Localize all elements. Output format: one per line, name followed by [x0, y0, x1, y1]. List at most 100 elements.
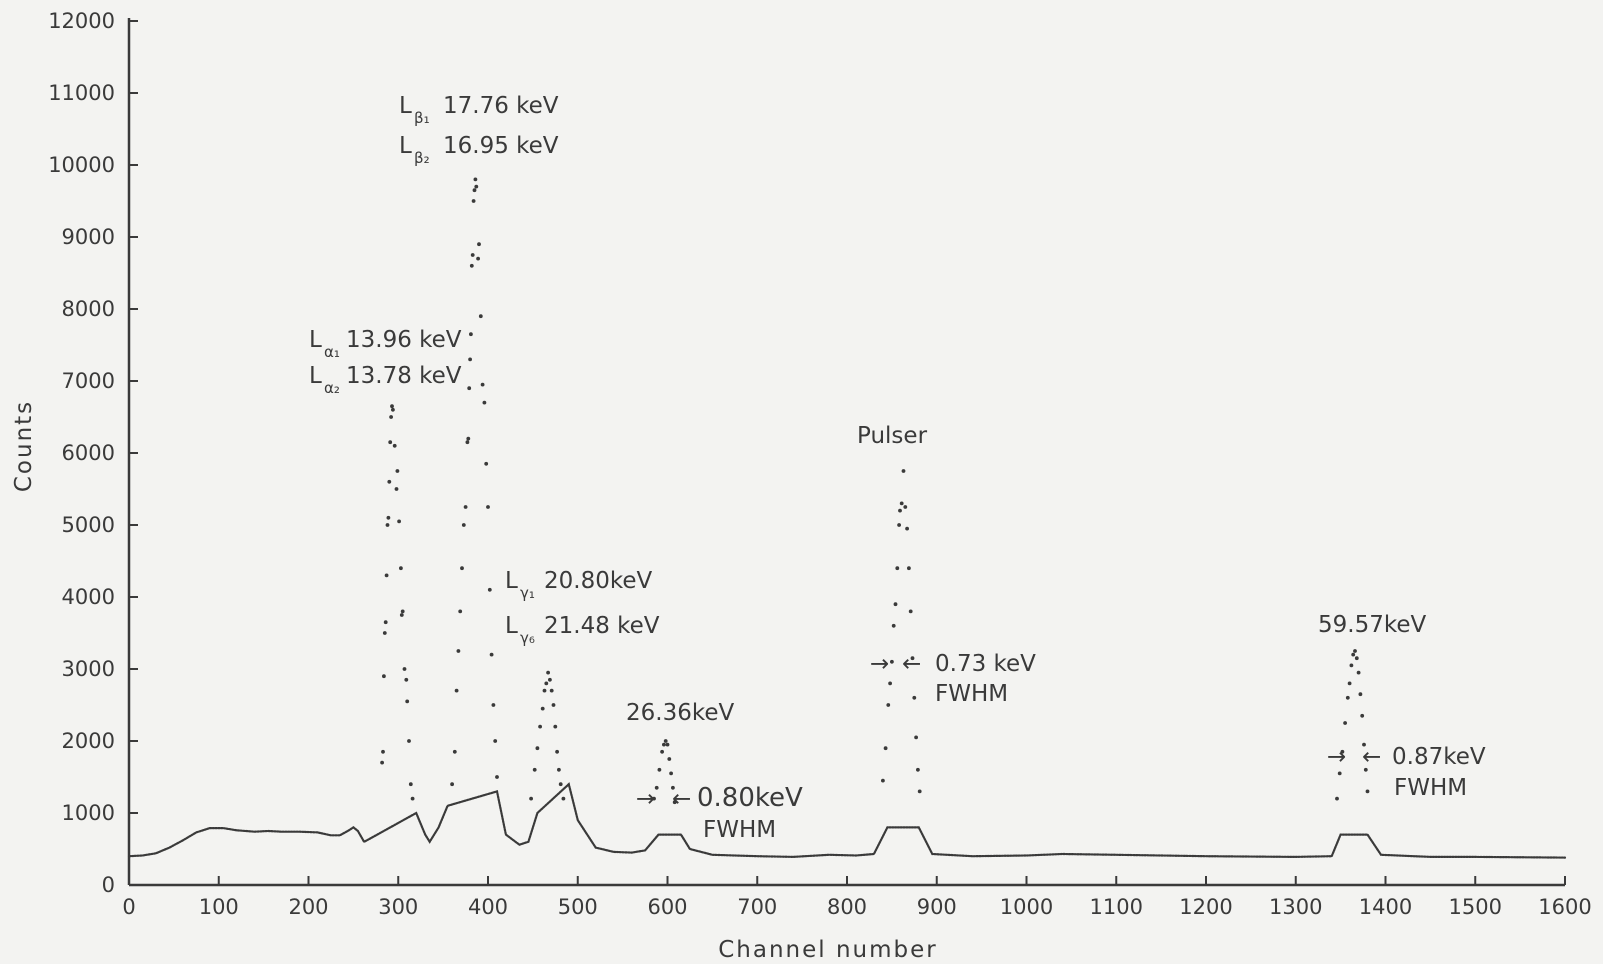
data-point [901, 469, 906, 473]
annotation-fwhm-073: 0.73 keV [935, 651, 1036, 677]
data-point [898, 508, 902, 513]
data-point [387, 479, 392, 484]
data-point [476, 256, 480, 261]
x-tick-label: 600 [647, 895, 687, 919]
data-point [382, 674, 386, 679]
data-point [407, 739, 411, 743]
x-axis-title: Channel number [718, 937, 938, 963]
data-point [467, 386, 472, 391]
data-point [1340, 749, 1345, 754]
y-axis-ticks: 0 1000 2000 3000 4000 5000 6000 7000 8000 9000 110… [48, 9, 138, 897]
y-tick-label: 7000 [62, 369, 115, 393]
data-point [389, 415, 393, 419]
data-point [671, 785, 675, 790]
spectrum-points [380, 177, 1370, 805]
data-point [667, 757, 672, 761]
data-point [1335, 796, 1339, 801]
data-point [917, 789, 922, 794]
y-tick-label: 3000 [62, 657, 115, 681]
data-point [395, 469, 400, 473]
x-tick-label: 300 [378, 895, 418, 919]
data-point [883, 746, 888, 751]
data-point [465, 440, 470, 445]
data-point [399, 613, 404, 617]
annotation-lbeta1: L β₁ 17.76 keV [399, 93, 559, 127]
svg-text:13.78 keV: 13.78 keV [346, 363, 462, 389]
data-point [460, 566, 464, 571]
x-tick-label: 500 [558, 895, 598, 919]
data-point [482, 400, 487, 405]
svg-text:L: L [309, 363, 322, 389]
data-point [1362, 742, 1366, 747]
data-point [888, 681, 892, 686]
data-point [384, 573, 389, 578]
fwhm-arrow-right-pulser: ← [902, 651, 921, 677]
fwhm-arrow-left-26: → [636, 786, 655, 812]
data-point [390, 404, 394, 409]
data-point [400, 609, 405, 614]
data-point [480, 382, 485, 387]
fwhm-arrow-left-59: → [1327, 744, 1346, 770]
data-point [1345, 695, 1350, 700]
data-point [405, 699, 410, 704]
y-tick-label: 0 [102, 873, 115, 897]
svg-text:L: L [399, 93, 412, 119]
data-point [493, 739, 498, 743]
x-tick-label: 800 [827, 895, 867, 919]
data-point [385, 523, 390, 527]
data-point [665, 742, 670, 747]
data-point [382, 631, 387, 635]
data-point [495, 775, 499, 779]
x-tick-label: 1400 [1359, 895, 1412, 919]
data-point [549, 688, 554, 693]
data-point [484, 461, 489, 466]
x-tick-label: 400 [468, 895, 508, 919]
data-point [916, 767, 920, 772]
data-point [660, 749, 664, 754]
data-point [394, 487, 399, 491]
annotation-lgamma6: L γ₆ 21.48 keV [505, 613, 660, 647]
data-point [538, 724, 542, 729]
data-point [1347, 681, 1352, 686]
data-point [474, 184, 479, 189]
y-tick-label: 12000 [48, 9, 115, 33]
data-point [652, 796, 656, 801]
data-point [546, 670, 550, 675]
x-axis-ticks: 0 100 200 300 400 500 600 700 800 900 1000 1100 1200… [122, 876, 1592, 919]
annotation-fwhm-080-label: FWHM [703, 817, 776, 843]
y-tick-label: 10000 [48, 153, 115, 177]
data-point [907, 566, 911, 571]
data-point [383, 620, 388, 625]
data-point [487, 587, 492, 592]
y-tick-label: 4000 [62, 585, 115, 609]
annotation-fwhm-087-label: FWHM [1394, 775, 1467, 801]
data-point [408, 782, 413, 787]
data-point [895, 566, 900, 571]
data-point [456, 649, 461, 653]
data-point [468, 357, 472, 362]
x-tick-label: 200 [288, 895, 328, 919]
data-point [1358, 692, 1363, 697]
data-point [672, 800, 677, 805]
data-point [1351, 652, 1356, 657]
y-tick-label: 6000 [62, 441, 115, 465]
svg-text:β₁: β₁ [414, 109, 430, 127]
x-tick-label: 1200 [1179, 895, 1232, 919]
data-point [561, 796, 566, 801]
y-tick-label: 1000 [62, 801, 115, 825]
annotation-lbeta2: L β₂ 16.95 keV [399, 133, 559, 167]
y-tick-label: 8000 [62, 297, 115, 321]
data-point [486, 505, 490, 509]
annotation-59keV: 59.57keV [1318, 612, 1426, 638]
data-point [529, 796, 533, 801]
data-point [903, 505, 908, 509]
annotation-26keV: 26.36keV [626, 700, 734, 726]
svg-text:L: L [505, 613, 518, 639]
data-point [663, 739, 668, 743]
annotation-fwhm-073-label: FWHM [935, 681, 1008, 707]
fwhm-arrow-left-pulser: → [870, 651, 889, 677]
data-point [557, 767, 561, 772]
data-point [463, 505, 468, 509]
data-point [1360, 713, 1365, 718]
annotation-lgamma1: L γ₁ 20.80keV [505, 568, 652, 602]
